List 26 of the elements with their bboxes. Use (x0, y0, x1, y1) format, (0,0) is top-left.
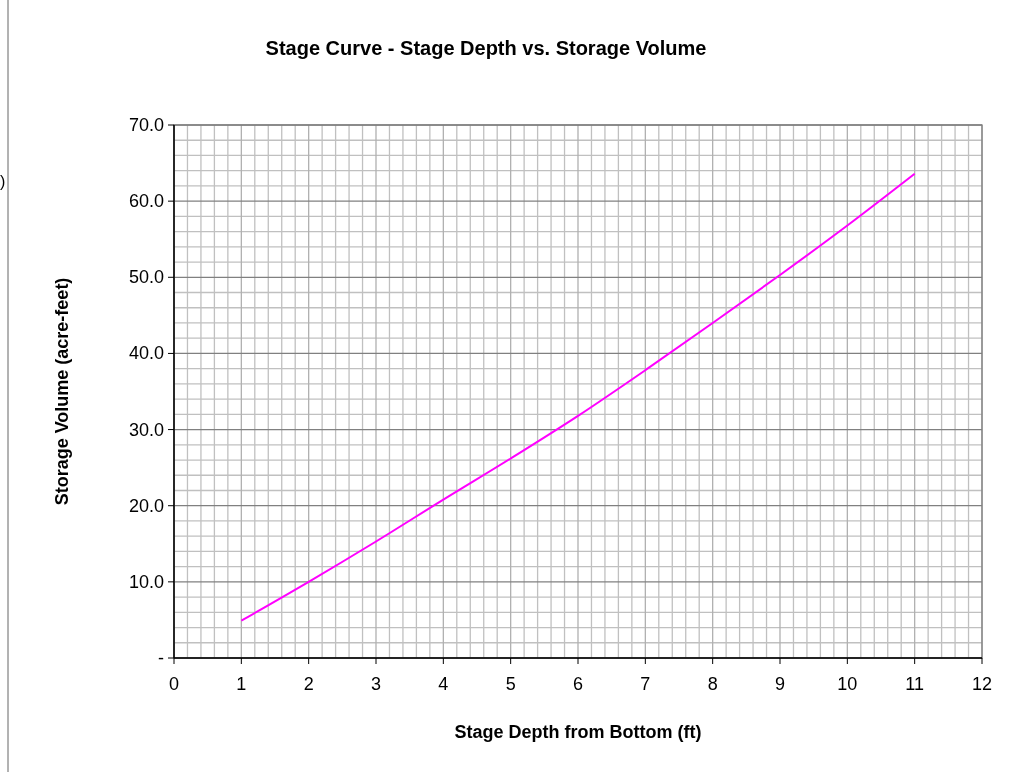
y-tick-label: 40.0 (128, 343, 164, 364)
text: ) (0, 173, 6, 190)
y-tick-label: 30.0 (128, 419, 164, 440)
x-tick-label: 1 (236, 674, 247, 694)
y-axis-title: Storage Volume (acre-feet) (52, 277, 72, 506)
y-tick-label: - (158, 648, 164, 668)
x-tick-label: 9 (774, 674, 786, 694)
x-tick-label: 6 (572, 674, 584, 694)
chart-title: Stage Curve - Stage Depth vs. Storage Volume (265, 37, 707, 59)
x-tick-label: 11 (905, 674, 925, 694)
x-tick-label: 3 (370, 674, 382, 694)
x-tick-label: 0 (168, 674, 180, 694)
x-tick-label: 10 (837, 674, 858, 694)
x-tick-label: 8 (707, 674, 718, 694)
x-tick-label: 4 (438, 674, 449, 694)
x-tick-label: 2 (303, 674, 314, 694)
y-tick-label: 50.0 (128, 267, 164, 288)
y-tick-label: 20.0 (128, 495, 164, 516)
line-series (240, 172, 916, 622)
x-axis-title: Stage Depth from Bottom (ft) (454, 722, 702, 742)
y-tick-label: 70.0 (128, 115, 164, 135)
x-tick-label: 5 (505, 674, 516, 694)
x-tick-label: 7 (640, 674, 651, 694)
y-tick-label: 10.0 (128, 571, 164, 592)
x-tick-label: 12 (971, 674, 993, 694)
y-tick-label: 60.0 (128, 191, 164, 212)
